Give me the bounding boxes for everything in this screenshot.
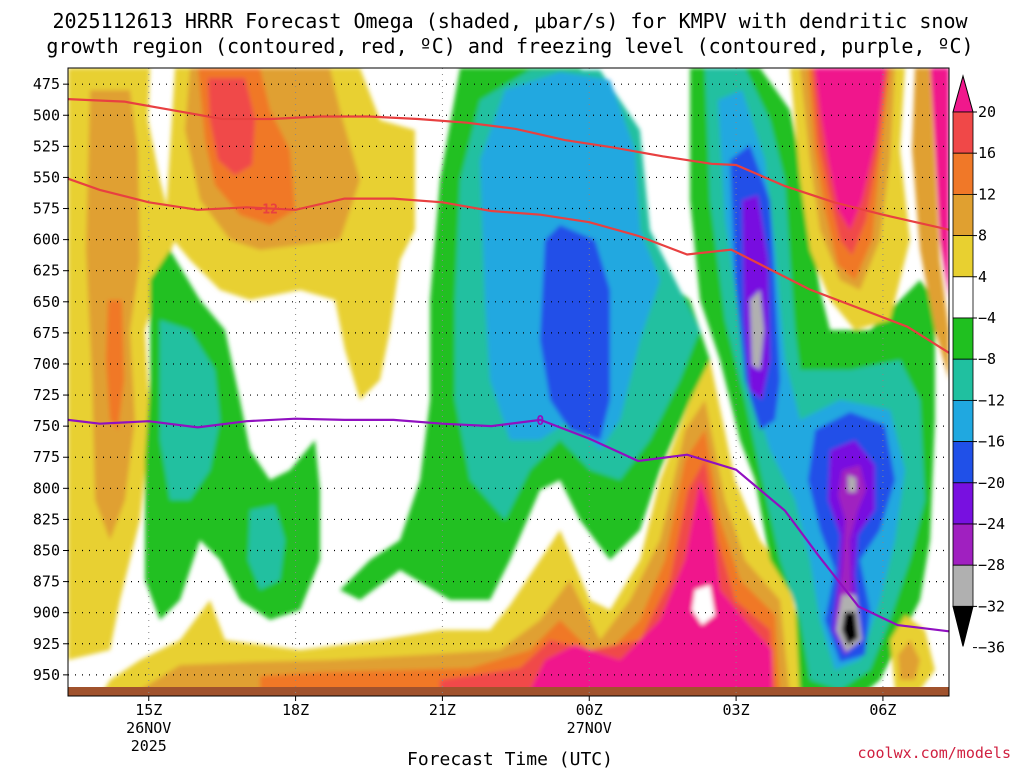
- y-tick-label: 575: [33, 200, 60, 218]
- contour-label-dgz-warm: −12: [254, 202, 277, 217]
- colorbar-label: −20: [978, 474, 1005, 492]
- x-tick-label: 15Z: [135, 701, 162, 719]
- y-tick-label: 725: [33, 386, 60, 404]
- colorbar-segment: [952, 111, 974, 154]
- contour-dgz-cold: [68, 98, 949, 231]
- y-tick-label: 900: [33, 604, 60, 622]
- colorbar-top-arrow: [952, 74, 974, 113]
- omega-region-magenta-upperright: [815, 68, 885, 230]
- colorbar-label: −36: [978, 639, 1005, 657]
- colorbar-segment: [952, 193, 974, 236]
- y-tick-label: 475: [33, 75, 60, 93]
- omega-region-orange-lowerright: [898, 640, 920, 680]
- y-tick-label: 850: [33, 542, 60, 560]
- colorbar-label: −32: [978, 597, 1005, 615]
- omega-region-black-right: [842, 612, 858, 645]
- y-tick-label: 800: [33, 479, 60, 497]
- colorbar-segment: [952, 399, 974, 442]
- y-tick-label: 950: [33, 666, 60, 684]
- y-tick-label: 525: [33, 137, 60, 155]
- y-tick-label: 625: [33, 262, 60, 280]
- omega-region-orange-lower: [130, 400, 790, 696]
- x-tick-label: 21Z: [429, 701, 456, 719]
- y-tick-label: 700: [33, 355, 60, 373]
- omega-shading: [68, 68, 949, 696]
- colorbar-label: 8: [978, 227, 987, 245]
- x-axis-title: Forecast Time (UTC): [407, 749, 613, 768]
- y-tick-label: 825: [33, 510, 60, 528]
- colorbar-segment: [952, 317, 974, 360]
- colorbar-segment: [952, 523, 974, 566]
- y-tick-label: 675: [33, 324, 60, 342]
- colorbar-bottom-arrow: [952, 605, 974, 647]
- colorbar-segment: [952, 358, 974, 401]
- omega-region-red-upper: [208, 78, 255, 175]
- y-tick-label: 650: [33, 293, 60, 311]
- omega-region-magenta-lower: [530, 480, 772, 696]
- colorbar-segment: [952, 482, 974, 525]
- colorbar-label: −12: [978, 391, 1005, 409]
- x-tick-year: 2025: [131, 737, 167, 755]
- x-tick-label: 06Z: [869, 701, 896, 719]
- credit-text: coolwx.com/models: [857, 744, 1011, 762]
- colorbar-segment: [952, 441, 974, 484]
- y-tick-label: 750: [33, 417, 60, 435]
- omega-region-orange-rightedge: [912, 68, 949, 380]
- omega-region-white-hole: [692, 585, 715, 625]
- colorbar-label: −16: [978, 433, 1005, 451]
- y-axis: 475 500 525 550 575 600 625 650 675 700 725 750 775 8…: [33, 75, 68, 684]
- y-tick-label: 550: [33, 168, 60, 186]
- colorbar-segment: [952, 152, 974, 195]
- y-tick-label: 925: [33, 635, 60, 653]
- colorbar-segment: [952, 564, 974, 607]
- colorbar-segment: [952, 235, 974, 278]
- x-tick-label: 00Z: [576, 701, 603, 719]
- colorbar-label: 12: [978, 185, 996, 203]
- colorbar-label: 20: [978, 103, 996, 121]
- chart-title-line-2: growth region (contoured, red, ºC) and f…: [46, 34, 973, 58]
- plot-frame: [67, 67, 950, 697]
- colorbar-label: 16: [978, 144, 996, 162]
- y-tick-label: 875: [33, 573, 60, 591]
- x-tick-date: 27NOV: [567, 719, 612, 737]
- omega-region-teal-left-lower: [248, 505, 285, 590]
- omega-region-dkblue-center: [540, 225, 610, 440]
- colorbar-segment: [952, 276, 974, 319]
- y-tick-label: 500: [33, 106, 60, 124]
- colorbar-label: −8: [978, 350, 996, 368]
- ground-strip: [68, 687, 949, 696]
- y-tick-label: 775: [33, 448, 60, 466]
- x-tick-label: 03Z: [723, 701, 750, 719]
- y-tick-label: 600: [33, 231, 60, 249]
- colorbar-label: −4: [978, 309, 996, 327]
- contour-lines: −12 0: [68, 98, 949, 633]
- colorbar-label: 4: [978, 268, 987, 286]
- omega-region-teal-left: [160, 320, 220, 500]
- contour-dgz-warm: [68, 177, 949, 354]
- contour-label-freezing-level: 0: [536, 414, 544, 429]
- colorbar-label: −24: [978, 515, 1005, 533]
- chart-title-line-1: 2025112613 HRRR Forecast Omega (shaded, …: [52, 9, 968, 33]
- colorbar: 20 16 12 8 4 −4 −8 −12 −16 −20 −24 −28 −32 −36: [952, 74, 1005, 657]
- colorbar-label: −28: [978, 556, 1005, 574]
- omega-region-magenta-rightedge: [930, 68, 949, 300]
- x-tick-date: 26NOV: [126, 719, 171, 737]
- plot-area: −12 0: [68, 68, 949, 696]
- contour-freezing-level: [68, 417, 949, 633]
- x-tick-label: 18Z: [282, 701, 309, 719]
